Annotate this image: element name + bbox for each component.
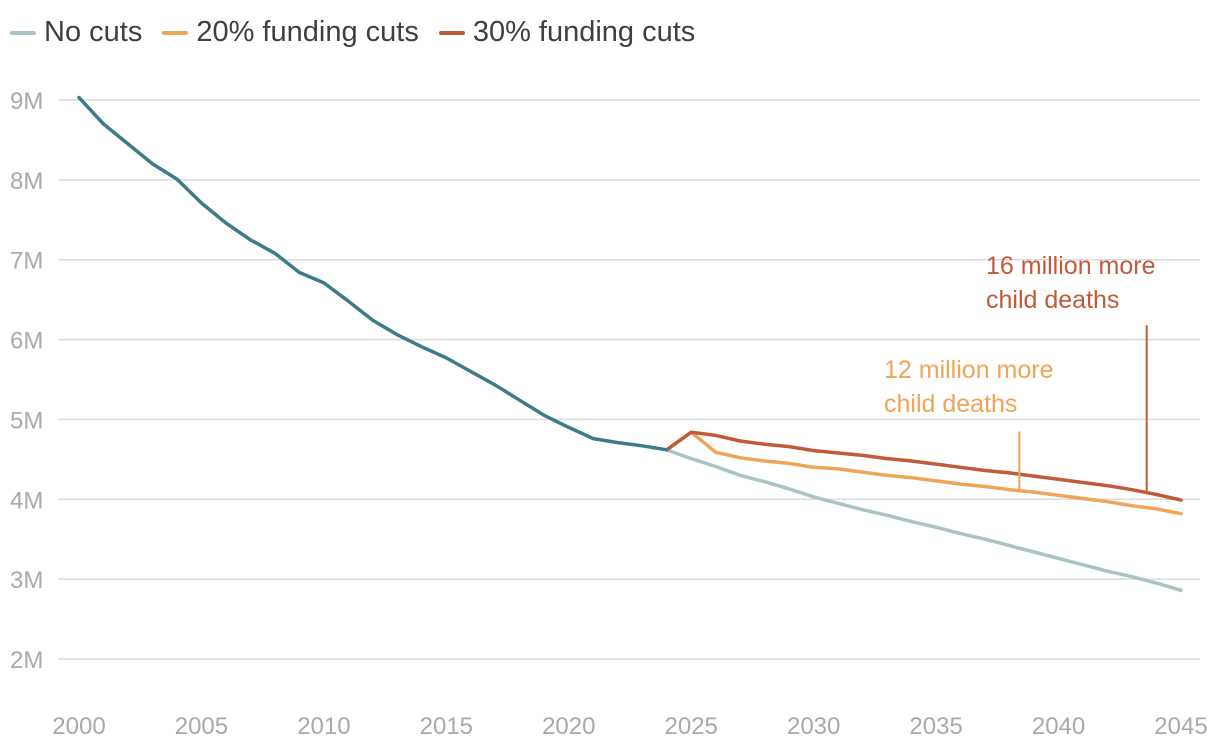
y-tick-label: 9M bbox=[10, 88, 43, 115]
x-tick-label: 2015 bbox=[420, 713, 473, 740]
annotation-20pct: 12 million more child deaths bbox=[884, 356, 1054, 490]
legend-label-30pct-cuts: 30% funding cuts bbox=[472, 16, 696, 48]
annotation-20pct-text: child deaths bbox=[884, 390, 1017, 418]
x-tick-label: 2040 bbox=[1032, 713, 1085, 740]
legend-swatch-no-cuts bbox=[10, 30, 36, 35]
x-tick-label: 2025 bbox=[665, 713, 718, 740]
x-tick-label: 2020 bbox=[542, 713, 595, 740]
annotation-30pct: 16 million more child deaths bbox=[986, 252, 1156, 492]
x-tick-label: 2010 bbox=[297, 713, 350, 740]
y-tick-label: 6M bbox=[10, 328, 43, 355]
series-line-historical[interactable] bbox=[77, 95, 669, 452]
annotation-30pct-text: 16 million more bbox=[986, 252, 1156, 280]
legend-item-30pct-cuts[interactable]: 30% funding cuts bbox=[438, 16, 696, 49]
y-axis-ticks: 2M 3M 4M 5M 6M 7M 8M 9M bbox=[10, 88, 43, 674]
legend-swatch-30pct-cuts bbox=[438, 30, 465, 35]
y-tick-label: 8M bbox=[10, 168, 43, 195]
y-tick-label: 4M bbox=[10, 487, 43, 514]
series-lines bbox=[77, 95, 1183, 593]
legend-item-no-cuts[interactable]: No cuts bbox=[10, 16, 142, 49]
series-line-20-funding-cuts[interactable] bbox=[664, 430, 1183, 516]
x-axis-ticks: 2000 2005 2010 2015 2020 2025 2030 2035 2040 2045 bbox=[52, 713, 1207, 740]
x-tick-label: 2030 bbox=[787, 713, 840, 740]
x-tick-label: 2005 bbox=[175, 713, 228, 740]
legend-item-20pct-cuts[interactable]: 20% funding cuts bbox=[162, 16, 419, 49]
annotation-30pct-text: child deaths bbox=[986, 286, 1119, 314]
legend: No cuts 20% funding cuts 30% funding cut… bbox=[10, 16, 715, 49]
gridlines bbox=[58, 99, 1200, 660]
y-tick-label: 3M bbox=[10, 567, 43, 594]
series-line-30-funding-cuts[interactable] bbox=[664, 430, 1183, 502]
x-tick-label: 2000 bbox=[52, 713, 105, 740]
legend-label-20pct-cuts: 20% funding cuts bbox=[196, 16, 419, 48]
x-tick-label: 2035 bbox=[909, 713, 962, 740]
series-line-no-cuts[interactable] bbox=[664, 448, 1183, 593]
y-tick-label: 5M bbox=[10, 407, 43, 434]
x-tick-label: 2045 bbox=[1154, 713, 1207, 740]
y-tick-label: 2M bbox=[10, 647, 43, 674]
annotation-20pct-text: 12 million more bbox=[884, 356, 1054, 384]
legend-swatch-20pct-cuts bbox=[162, 30, 189, 35]
y-tick-label: 7M bbox=[10, 248, 43, 275]
legend-label-no-cuts: No cuts bbox=[44, 16, 143, 48]
